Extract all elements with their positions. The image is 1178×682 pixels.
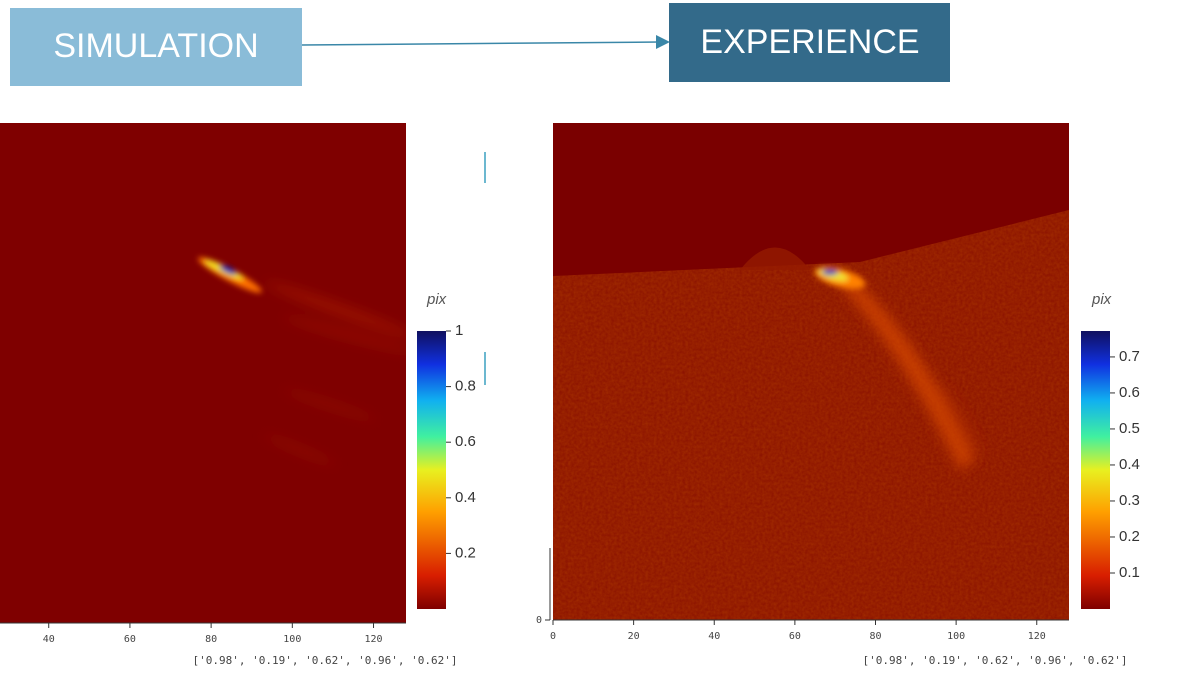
colorbar-tick-label: 0.2	[1119, 528, 1140, 545]
x-tick-label: 80	[869, 631, 881, 642]
colorbar-tick-label: 0.2	[455, 544, 476, 561]
colorbar	[417, 331, 446, 609]
experience-label: EXPERIENCE	[700, 23, 919, 61]
x-tick-label: 100	[283, 634, 301, 645]
x-tick-label: 40	[708, 631, 720, 642]
x-tick-label: 60	[789, 631, 801, 642]
caption: ['0.98', '0.19', '0.62', '0.96', '0.62']	[863, 654, 1128, 667]
caption: ['0.98', '0.19', '0.62', '0.96', '0.62']	[193, 654, 458, 667]
colorbar-tick-label: 0.1	[1119, 564, 1140, 581]
experience-box	[669, 3, 950, 82]
simulation-heatmap	[0, 123, 406, 623]
colorbar-tick-label: 0.7	[1119, 348, 1140, 365]
x-tick-label: 80	[205, 634, 217, 645]
colorbar-tick-label: 0.4	[1119, 456, 1140, 473]
colorbar-label: pix	[1091, 291, 1112, 308]
x-tick-label: 0	[550, 631, 556, 642]
arrow	[301, 41, 661, 46]
colorbar-tick-label: 0.8	[455, 378, 476, 395]
colorbar-tick-label: 0.6	[1119, 384, 1140, 401]
x-tick-label: 40	[43, 634, 55, 645]
colorbar-label: pix	[426, 291, 447, 308]
simulation-label: SIMULATION	[53, 27, 258, 65]
colorbar-tick-label: 0.5	[1119, 420, 1140, 437]
x-tick-label: 120	[364, 634, 382, 645]
x-tick-label: 60	[124, 634, 136, 645]
colorbar-tick-label: 0.6	[455, 433, 476, 450]
x-tick-label: 20	[628, 631, 640, 642]
experience-heatmap	[553, 123, 1069, 620]
colorbar-tick-label: 0.3	[1119, 492, 1140, 509]
y-tick-label: 0	[536, 615, 542, 626]
arrow-head	[656, 35, 670, 49]
simulation-box	[10, 8, 302, 86]
x-tick-label: 120	[1028, 631, 1046, 642]
colorbar-tick-label: 1	[455, 322, 463, 339]
x-tick-label: 100	[947, 631, 965, 642]
axes: 40 60 80 100 120 pix 0.2 0.4 0.6 0.8 1 ['0.98', '0.…	[0, 291, 1140, 667]
colorbar	[1081, 331, 1110, 609]
colorbar-tick-label: 0.4	[455, 489, 476, 506]
